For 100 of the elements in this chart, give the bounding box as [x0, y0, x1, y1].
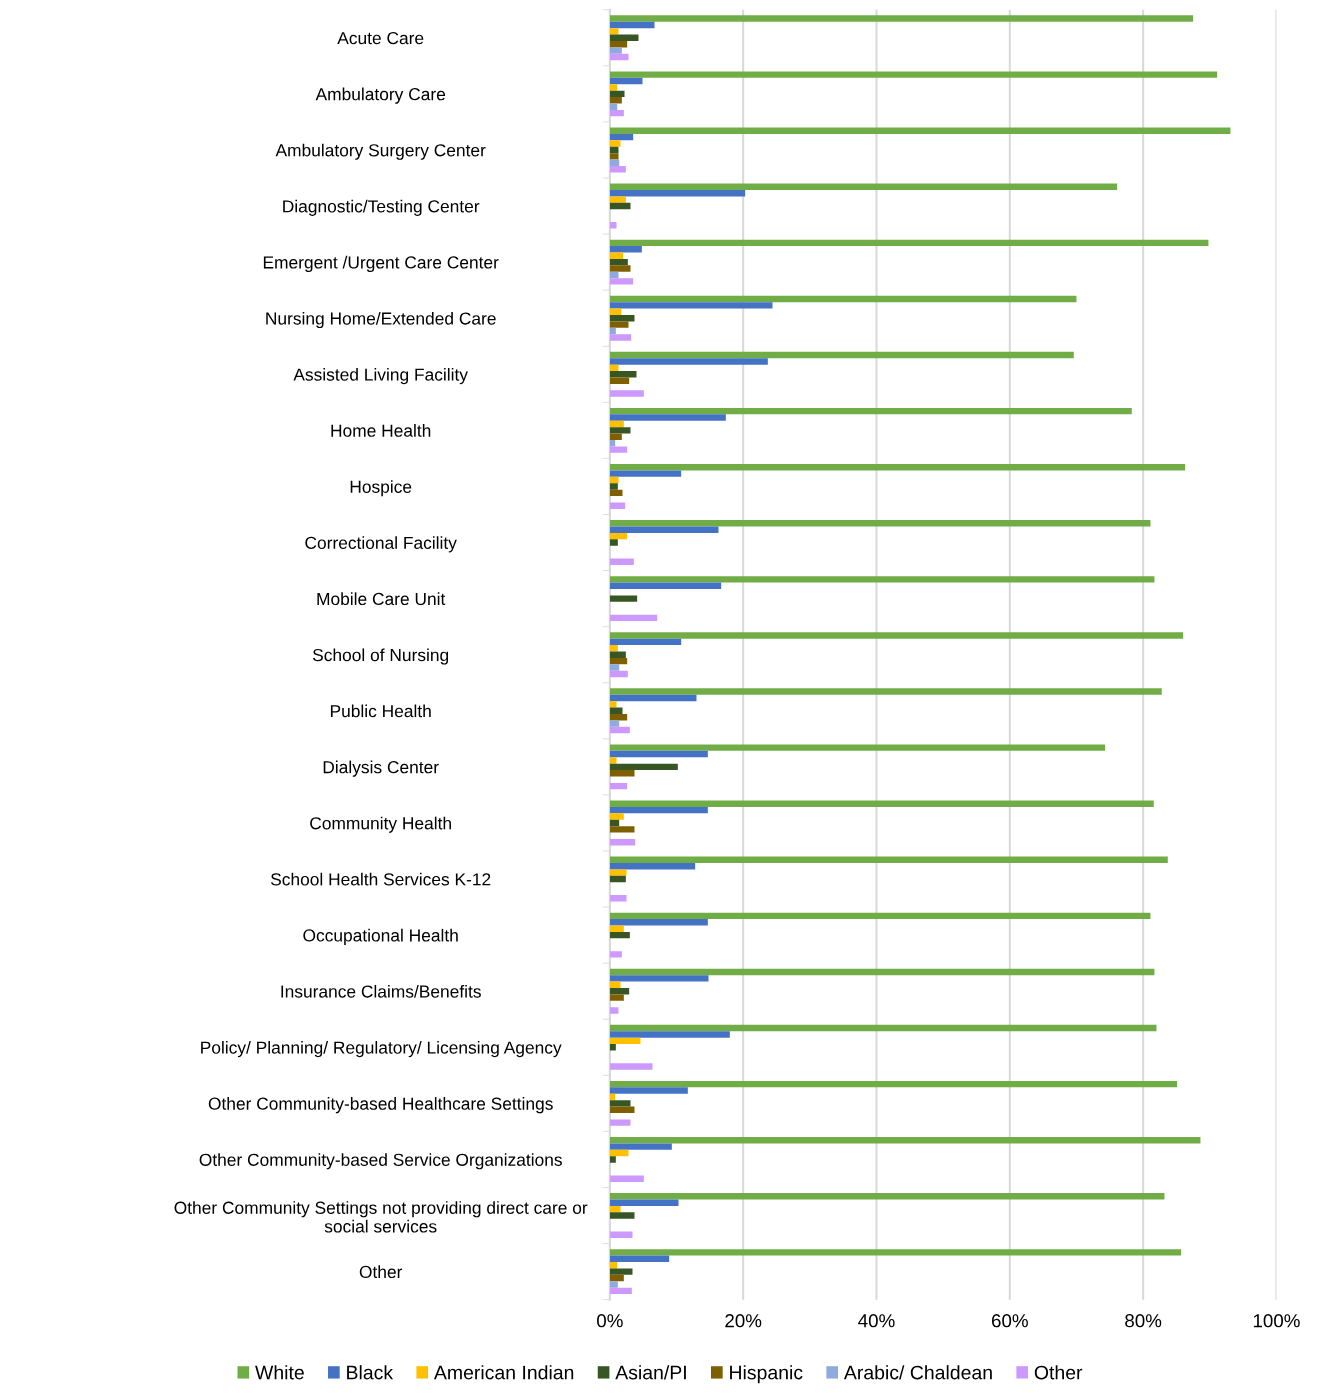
bar — [609, 925, 624, 932]
bar — [609, 420, 624, 428]
bar — [609, 931, 630, 939]
bar — [609, 1268, 633, 1275]
y-tick-label: Other — [359, 1265, 403, 1279]
bar — [609, 688, 1162, 695]
bar — [609, 520, 1151, 527]
bar — [609, 806, 708, 814]
bar — [609, 645, 618, 652]
bar — [609, 202, 631, 210]
bar — [609, 140, 621, 147]
y-tick-label: School Health Services K-12 — [270, 872, 491, 886]
bar — [609, 576, 1155, 583]
bar — [609, 988, 630, 995]
bar — [609, 1287, 632, 1295]
x-tick-label: 0% — [597, 1314, 623, 1328]
y-tick-label: Hospice — [350, 480, 412, 497]
bar — [609, 165, 626, 173]
y-tick-label: Occupational Health — [303, 928, 458, 946]
bar — [609, 1037, 641, 1045]
bar — [609, 103, 618, 110]
y-tick-label: School of Nursing — [312, 648, 449, 665]
bar — [609, 127, 1231, 134]
bar — [609, 222, 617, 229]
bar — [609, 302, 773, 309]
bar — [609, 1193, 1165, 1200]
y-tick-label: Policy/ Planning/ Regulatory/ Licensing Agency — [201, 1041, 562, 1058]
bar — [609, 895, 627, 902]
bar — [609, 246, 642, 253]
bar — [609, 483, 618, 490]
bar — [609, 84, 618, 91]
bar — [609, 1024, 1157, 1032]
bar — [609, 252, 624, 259]
bar — [609, 239, 1209, 247]
bar — [609, 813, 624, 820]
bar — [609, 71, 1218, 78]
legend-label: Hispanic — [730, 1365, 803, 1384]
bar — [609, 327, 616, 335]
x-tick-label: 60% — [991, 1314, 1028, 1328]
bar — [609, 714, 628, 721]
bar — [609, 364, 619, 372]
bar — [609, 1031, 730, 1038]
bar — [609, 582, 722, 590]
bar — [609, 258, 628, 266]
bar — [609, 1044, 616, 1051]
bar — [609, 476, 619, 484]
bar — [609, 41, 628, 48]
bar — [609, 707, 623, 714]
bar — [609, 638, 682, 646]
bar — [609, 1156, 616, 1163]
bar — [609, 153, 619, 160]
bar — [609, 278, 634, 285]
bar — [609, 1137, 1201, 1144]
bar — [609, 951, 622, 958]
bar — [609, 919, 708, 926]
bar — [609, 90, 625, 98]
bar — [609, 782, 628, 790]
bar — [609, 1063, 653, 1070]
bar — [609, 770, 635, 777]
y-tick-label: Ambulatory Care — [315, 87, 446, 104]
bar — [609, 21, 655, 29]
bar — [609, 1087, 688, 1094]
bar — [609, 657, 628, 665]
bar — [609, 271, 619, 279]
bar — [609, 1080, 1178, 1088]
bar — [609, 1100, 631, 1107]
bar — [609, 371, 637, 378]
legend-label: Black — [347, 1365, 394, 1380]
bar — [609, 15, 1194, 22]
bar — [609, 1149, 629, 1157]
y-tick-label: Insurance Claims/Benefits — [281, 984, 481, 998]
legend-label: Other — [1034, 1365, 1083, 1380]
bar — [609, 295, 1077, 303]
bar — [609, 670, 628, 678]
bar — [609, 863, 696, 870]
bar — [609, 526, 719, 533]
bar — [609, 1119, 631, 1126]
bar — [609, 1212, 635, 1219]
bar — [609, 819, 620, 827]
y-tick-label: Other Community-based Service Organizations — [199, 1153, 562, 1170]
bar — [609, 470, 682, 477]
bar — [609, 726, 630, 734]
legend-label: Arabic/ Chaldean — [843, 1365, 992, 1380]
bar — [609, 614, 658, 622]
bar — [609, 390, 644, 397]
bar — [609, 763, 678, 771]
y-tick-label: Mobile Care Unit — [317, 592, 446, 606]
bar — [609, 1281, 618, 1288]
bar — [609, 133, 634, 141]
bar — [609, 856, 1168, 864]
bar — [609, 146, 619, 154]
bar — [609, 912, 1151, 920]
bar — [609, 358, 768, 365]
bar — [609, 334, 632, 341]
bar — [609, 1143, 672, 1150]
bar — [609, 558, 634, 565]
bar — [609, 377, 630, 384]
y-tick-label: Dialysis Center — [323, 760, 439, 777]
bar — [609, 632, 1184, 639]
bar — [609, 532, 628, 540]
